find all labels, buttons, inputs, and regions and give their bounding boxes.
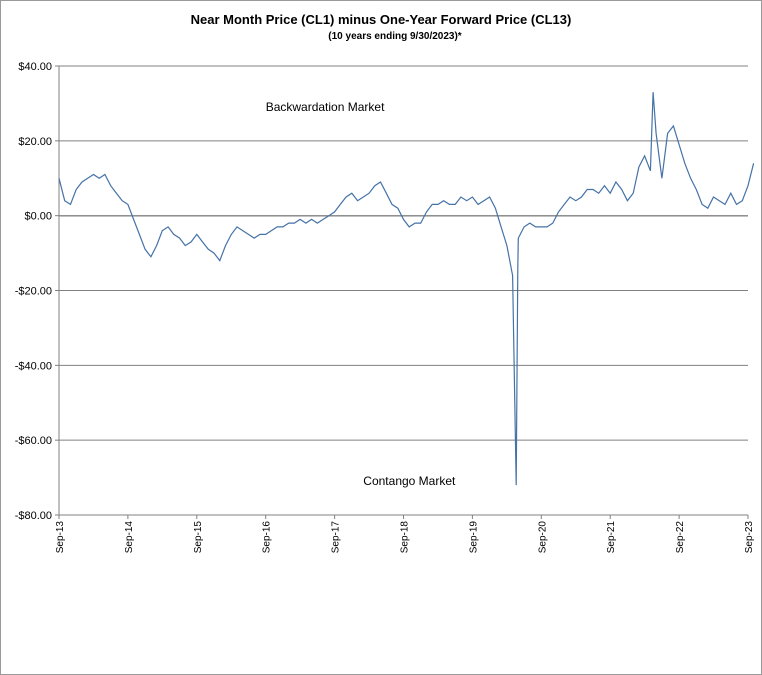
- x-tick-label: Sep-21: [606, 521, 617, 554]
- annotation-label: Contango Market: [363, 474, 456, 488]
- chart-title: Near Month Price (CL1) minus One-Year Fo…: [190, 12, 572, 27]
- x-tick-label: Sep-15: [193, 521, 204, 554]
- x-tick-label: Sep-20: [537, 521, 548, 554]
- y-tick-label: $40.00: [18, 61, 52, 73]
- x-tick-label: Sep-17: [331, 521, 342, 554]
- annotation-label: Backwardation Market: [266, 100, 385, 114]
- y-tick-label: -$80.00: [15, 510, 52, 522]
- x-tick-label: Sep-23: [744, 521, 755, 554]
- x-tick-label: Sep-16: [262, 521, 273, 554]
- x-tick-label: Sep-19: [468, 521, 479, 554]
- y-axis-tick-labels: $40.00 $20.00 $0.00 -$20.00 -$40.00 -$60.00 -$…: [15, 61, 52, 522]
- x-tick-label: Sep-22: [675, 521, 686, 554]
- x-tick-label: Sep-18: [400, 521, 411, 554]
- x-axis-tick-labels: Sep-13 Sep-14 Sep-15 Sep-16 Sep-17 Sep-18 Sep-…: [55, 521, 755, 554]
- y-tick-label: $20.00: [18, 136, 52, 148]
- chart-subtitle: (10 years ending 9/30/2023)*: [328, 31, 462, 42]
- y-tick-label: $0.00: [24, 211, 52, 223]
- x-tick-label: Sep-14: [124, 521, 135, 554]
- y-tick-label: -$20.00: [15, 286, 52, 298]
- x-tick-label: Sep-13: [55, 521, 66, 554]
- series-line: [58, 92, 755, 486]
- y-tick-label: -$40.00: [15, 360, 52, 372]
- annotations: Backwardation Market Contango Market: [266, 100, 456, 488]
- y-tick-label: -$60.00: [15, 435, 52, 447]
